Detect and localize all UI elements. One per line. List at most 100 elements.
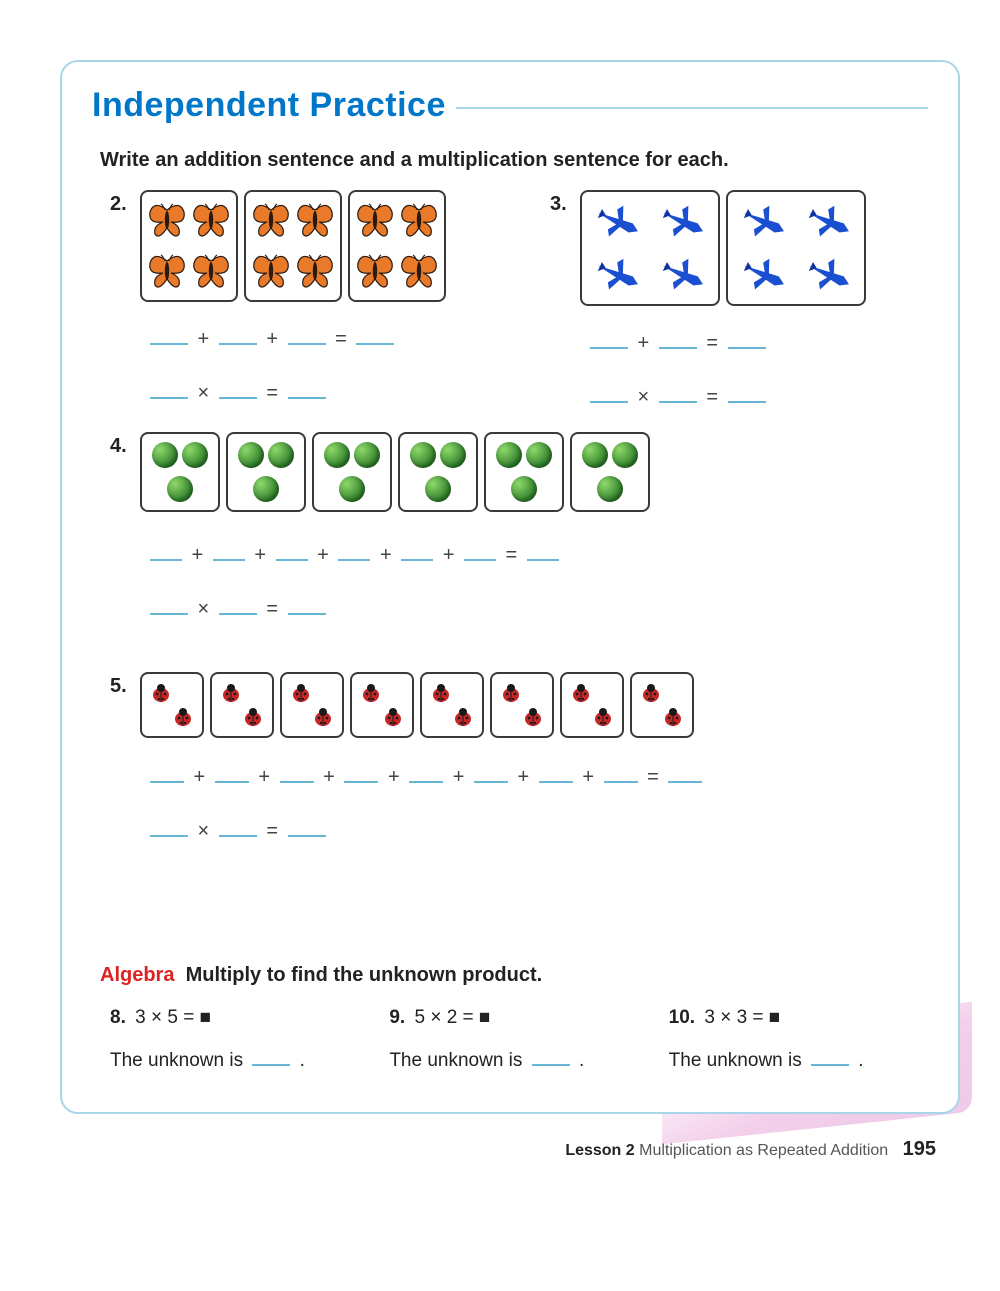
butterfly-icon xyxy=(399,253,439,291)
butterfly-icon xyxy=(147,253,187,291)
airplane-icon xyxy=(736,199,792,245)
addition-sentence[interactable]: + + + + + + + = xyxy=(140,758,706,796)
airplane-icon xyxy=(801,252,857,298)
ladybug-card xyxy=(350,672,414,738)
algebra-answer-line[interactable]: The unknown is . xyxy=(110,1049,369,1072)
butterfly-icon xyxy=(191,253,231,291)
green-ball-icon xyxy=(167,476,193,502)
title-row: Independent Practice xyxy=(92,88,928,127)
ladybug-icon xyxy=(172,706,194,728)
green-ball-icon xyxy=(354,442,380,468)
problem-2-cards xyxy=(140,190,446,302)
algebra-label: Algebra xyxy=(100,964,174,986)
ladybug-icon xyxy=(290,682,312,704)
butterfly-icon xyxy=(355,202,395,240)
multiplication-sentence[interactable]: × = xyxy=(140,812,706,850)
problems-area: 2. xyxy=(92,190,928,866)
green-ball-icon xyxy=(268,442,294,468)
airplane-icon xyxy=(655,199,711,245)
ladybug-card xyxy=(630,672,694,738)
airplane-icon xyxy=(736,252,792,298)
airplane-icon xyxy=(590,252,646,298)
problem-4-cards xyxy=(140,432,650,512)
ladybug-icon xyxy=(452,706,474,728)
title-rule xyxy=(456,107,928,109)
green-ball-icon xyxy=(182,442,208,468)
problem-number: 9. xyxy=(389,1007,405,1028)
butterfly-icon xyxy=(251,202,291,240)
green-ball-icon xyxy=(526,442,552,468)
butterfly-icon xyxy=(191,202,231,240)
worksheet-frame: Independent Practice Write an addition s… xyxy=(60,60,960,1114)
ladybug-card xyxy=(140,672,204,738)
addition-sentence[interactable]: + = xyxy=(580,324,866,362)
airplane-icon xyxy=(655,252,711,298)
ladybug-card xyxy=(420,672,484,738)
green-ball-icon xyxy=(425,476,451,502)
algebra-heading: Algebra Multiply to find the unknown pro… xyxy=(100,964,928,987)
page-title: Independent Practice xyxy=(92,86,446,125)
green-ball-icon xyxy=(253,476,279,502)
addition-sentence[interactable]: + + + + + = xyxy=(140,536,650,574)
multiplication-sentence[interactable]: × = xyxy=(580,378,866,416)
problem-number: 10. xyxy=(669,1007,695,1028)
airplane-icon xyxy=(801,199,857,245)
instruction-text: Write an addition sentence and a multipl… xyxy=(92,149,928,172)
butterfly-icon xyxy=(147,202,187,240)
algebra-item-9: 9. 5 × 2 = ■ The unknown is . xyxy=(389,1007,648,1072)
ladybug-icon xyxy=(640,682,662,704)
airplane-card xyxy=(580,190,720,306)
ladybug-icon xyxy=(220,682,242,704)
green-ball-icon xyxy=(324,442,350,468)
ladybug-icon xyxy=(360,682,382,704)
green-ball-icon xyxy=(612,442,638,468)
green-ball-icon xyxy=(339,476,365,502)
green-ball-card xyxy=(312,432,392,512)
green-ball-icon xyxy=(410,442,436,468)
algebra-answer-line[interactable]: The unknown is . xyxy=(389,1049,648,1072)
ladybug-icon xyxy=(592,706,614,728)
green-ball-icon xyxy=(597,476,623,502)
butterfly-icon xyxy=(295,202,335,240)
problem-3: 3. xyxy=(550,190,928,432)
green-ball-card xyxy=(226,432,306,512)
green-ball-card xyxy=(484,432,564,512)
page-footer: Lesson 2 Multiplication as Repeated Addi… xyxy=(60,1138,960,1161)
ladybug-icon xyxy=(500,682,522,704)
problem-5-cards xyxy=(140,672,706,738)
algebra-expression: 5 × 2 = ■ xyxy=(414,1007,490,1028)
butterfly-card xyxy=(140,190,238,302)
problem-number: 3. xyxy=(550,190,572,214)
ladybug-icon xyxy=(382,706,404,728)
multiplication-sentence[interactable]: × = xyxy=(140,590,650,628)
butterfly-card xyxy=(348,190,446,302)
green-ball-icon xyxy=(238,442,264,468)
ladybug-icon xyxy=(662,706,684,728)
green-ball-icon xyxy=(582,442,608,468)
ladybug-icon xyxy=(522,706,544,728)
problem-4: 4. + + + + + = × = xyxy=(110,432,928,644)
ladybug-card xyxy=(560,672,624,738)
algebra-item-10: 10. 3 × 3 = ■ The unknown is . xyxy=(669,1007,928,1072)
airplane-card xyxy=(726,190,866,306)
ladybug-card xyxy=(280,672,344,738)
algebra-instruction: Multiply to find the unknown product. xyxy=(186,964,543,986)
footer-page-number: 195 xyxy=(903,1138,936,1160)
problem-number: 8. xyxy=(110,1007,126,1028)
ladybug-card xyxy=(490,672,554,738)
algebra-answer-line[interactable]: The unknown is . xyxy=(669,1049,928,1072)
problem-3-cards xyxy=(580,190,866,306)
multiplication-sentence[interactable]: × = xyxy=(140,374,446,412)
addition-sentence[interactable]: + + = xyxy=(140,320,446,358)
problem-2: 2. xyxy=(110,190,540,432)
ladybug-icon xyxy=(430,682,452,704)
butterfly-icon xyxy=(355,253,395,291)
butterfly-icon xyxy=(251,253,291,291)
problem-number: 4. xyxy=(110,432,132,456)
green-ball-card xyxy=(140,432,220,512)
green-ball-icon xyxy=(496,442,522,468)
algebra-item-8: 8. 3 × 5 = ■ The unknown is . xyxy=(110,1007,369,1072)
green-ball-icon xyxy=(511,476,537,502)
algebra-expression: 3 × 3 = ■ xyxy=(704,1007,780,1028)
green-ball-icon xyxy=(152,442,178,468)
